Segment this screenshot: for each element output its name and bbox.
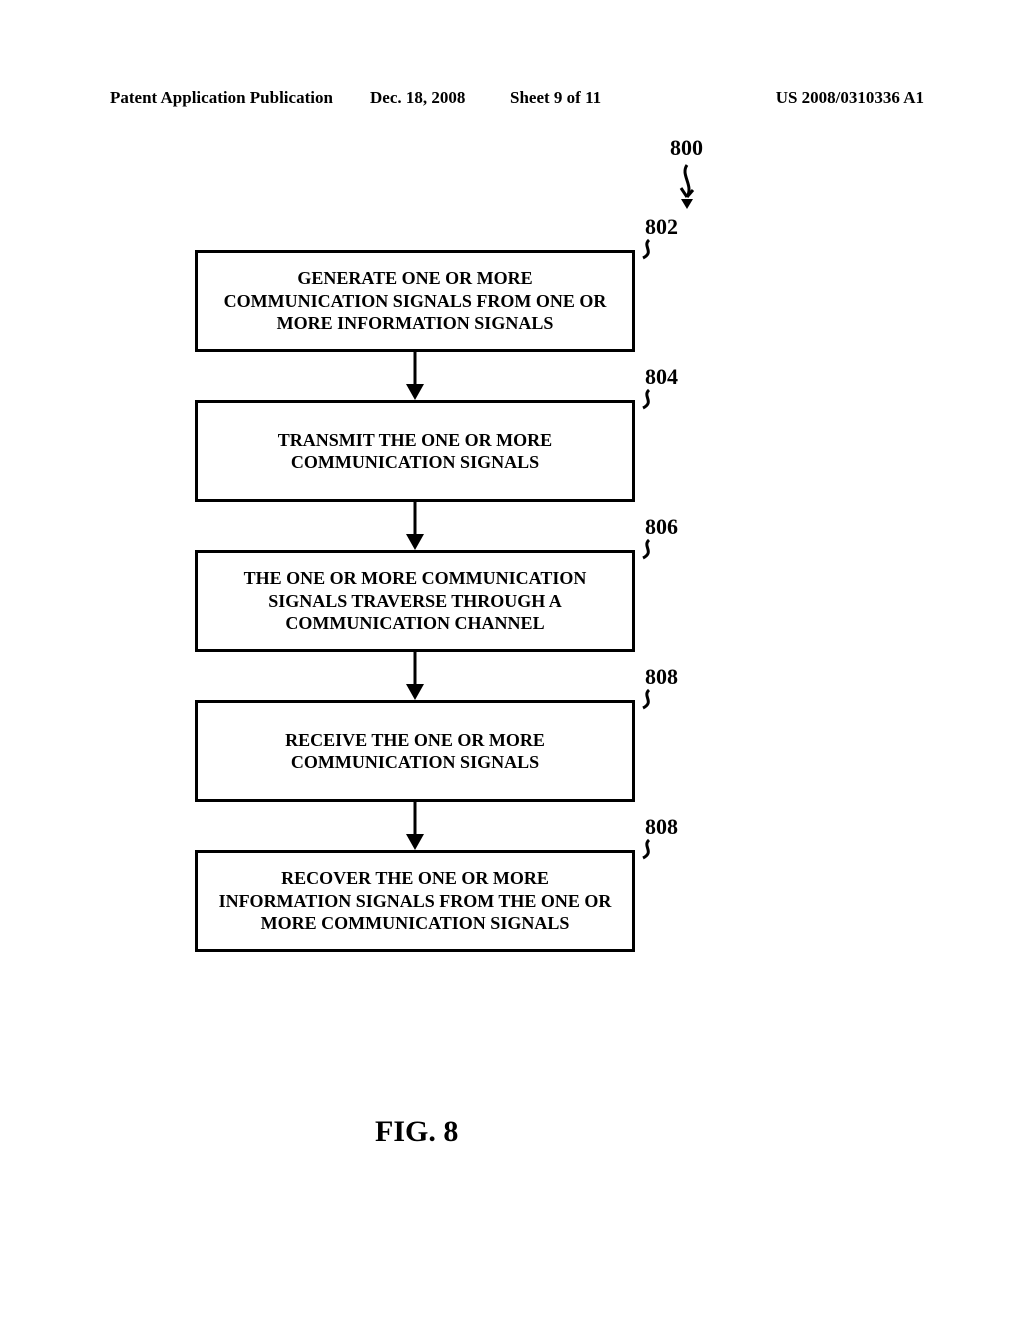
ref-hook-802 — [635, 238, 657, 260]
flow-box-text: TRANSMIT THE ONE OR MORE COMMUNICATION S… — [216, 429, 614, 474]
ref-label-802: 802 — [645, 214, 678, 240]
ref-hook-808b — [635, 838, 657, 860]
flowchart: GENERATE ONE OR MORE COMMUNICATION SIGNA… — [195, 250, 635, 1010]
flow-box-806: THE ONE OR MORE COMMUNICATION SIGNALS TR… — [195, 550, 635, 652]
header-pubnum: US 2008/0310336 A1 — [776, 88, 924, 108]
flow-arrow — [414, 652, 417, 685]
flow-box-802: GENERATE ONE OR MORE COMMUNICATION SIGNA… — [195, 250, 635, 352]
ref-label-808b: 808 — [645, 814, 678, 840]
figure-caption: FIG. 8 — [375, 1115, 458, 1149]
ref-hook-804 — [635, 388, 657, 410]
flow-box-text: THE ONE OR MORE COMMUNICATION SIGNALS TR… — [216, 567, 614, 635]
flow-arrow — [414, 802, 417, 835]
flow-box-text: RECEIVE THE ONE OR MORE COMMUNICATION SI… — [216, 729, 614, 774]
flow-arrowhead — [406, 534, 424, 550]
ref-hook-808a — [635, 688, 657, 710]
ref-label-808a: 808 — [645, 664, 678, 690]
flow-arrow — [414, 502, 417, 535]
flow-box-text: GENERATE ONE OR MORE COMMUNICATION SIGNA… — [216, 267, 614, 335]
header-publication: Patent Application Publication — [110, 88, 333, 108]
ref-label-overall: 800 — [670, 135, 703, 161]
flow-box-text: RECOVER THE ONE OR MORE INFORMATION SIGN… — [216, 867, 614, 935]
page-frame: Patent Application Publication Dec. 18, … — [0, 0, 1024, 1320]
flow-box-808b: RECOVER THE ONE OR MORE INFORMATION SIGN… — [195, 850, 635, 952]
flow-arrowhead — [406, 384, 424, 400]
ref-hook-overall — [676, 163, 698, 213]
flow-arrowhead — [406, 684, 424, 700]
header-sheet: Sheet 9 of 11 — [510, 88, 601, 108]
ref-hook-806 — [635, 538, 657, 560]
header-date: Dec. 18, 2008 — [370, 88, 465, 108]
flow-box-804: TRANSMIT THE ONE OR MORE COMMUNICATION S… — [195, 400, 635, 502]
ref-label-804: 804 — [645, 364, 678, 390]
flow-arrowhead — [406, 834, 424, 850]
ref-label-806: 806 — [645, 514, 678, 540]
flow-box-808a: RECEIVE THE ONE OR MORE COMMUNICATION SI… — [195, 700, 635, 802]
flow-arrow — [414, 352, 417, 385]
